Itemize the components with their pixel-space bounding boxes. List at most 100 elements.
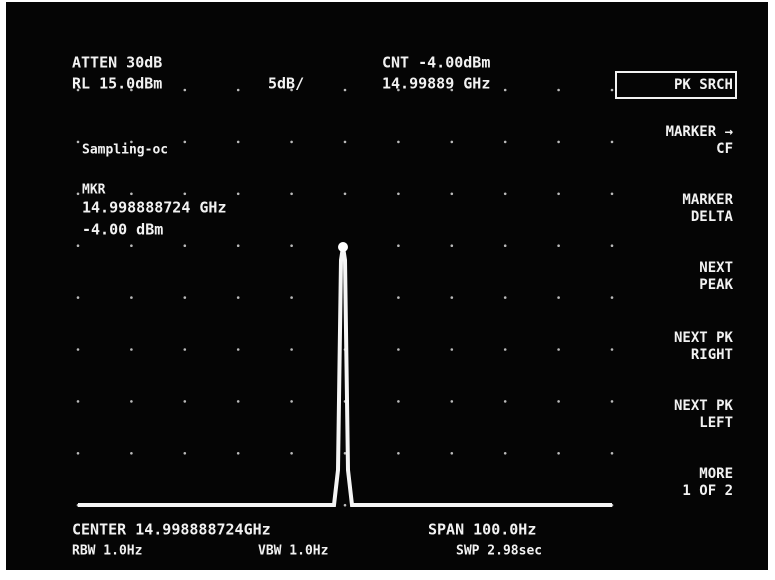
graticule-dot — [557, 140, 560, 144]
graticule-dot — [76, 244, 80, 247]
graticule-dot — [503, 244, 507, 247]
graticule-dot — [503, 400, 507, 403]
graticule-dot — [610, 192, 614, 196]
marker-label: MKR — [82, 183, 106, 198]
graticule-dot — [236, 88, 240, 92]
counter-freq: 14.99889 GHz — [382, 75, 490, 93]
graticule-dot — [503, 192, 507, 196]
softkey-label: MARKER — [682, 192, 733, 208]
graticule-dot — [76, 400, 80, 403]
graticule-dot — [557, 400, 560, 403]
graticule-dot — [290, 348, 293, 351]
vbw: VBW 1.0Hz — [258, 544, 328, 559]
graticule-dot — [450, 400, 454, 403]
graticule-dot — [450, 244, 454, 247]
graticule-dot — [343, 192, 347, 196]
graticule-dot — [290, 192, 293, 196]
graticule-dot — [557, 452, 560, 455]
graticule-dot — [397, 348, 400, 351]
graticule-dot — [397, 244, 400, 247]
graticule-dot — [76, 452, 80, 455]
graticule-dot — [290, 88, 293, 92]
graticule-dot — [183, 296, 187, 299]
graticule-dot — [450, 88, 454, 92]
graticule-dot — [610, 244, 614, 247]
graticule-dot — [450, 140, 454, 144]
graticule-dot — [236, 244, 240, 247]
softkey-label: CF — [716, 141, 733, 157]
graticule-dot — [503, 296, 507, 299]
softkey-highlight — [615, 71, 737, 99]
graticule-dot — [183, 400, 187, 403]
graticule-dot — [503, 88, 507, 92]
graticule-dot — [343, 88, 347, 92]
sweep: SWP 2.98sec — [456, 544, 542, 559]
softkey-label: MORE — [699, 466, 733, 482]
graticule-dot — [130, 88, 133, 92]
scale: 5dB/ — [268, 75, 304, 93]
graticule-dot — [397, 452, 400, 455]
center-freq: CENTER 14.998888724GHz — [72, 521, 271, 539]
softkey-label: NEXT PK — [674, 330, 734, 346]
softkey-label: PK SRCH — [674, 77, 733, 93]
screen-background — [6, 2, 768, 570]
graticule-dot — [557, 244, 560, 247]
graticule-dot — [183, 452, 187, 455]
softkey-label: NEXT PK — [674, 398, 734, 414]
graticule-dot — [76, 348, 80, 351]
graticule-dot — [236, 400, 240, 403]
graticule-dot — [557, 192, 560, 196]
marker-amplitude: -4.00 dBm — [82, 221, 163, 239]
graticule-dot — [130, 452, 133, 455]
ref-level: RL 15.0dBm — [72, 75, 162, 93]
softkey-label: RIGHT — [691, 347, 733, 363]
graticule-dot — [503, 140, 507, 144]
graticule-dot — [130, 244, 133, 247]
softkey-label: 1 OF 2 — [682, 483, 733, 499]
softkey-label: DELTA — [691, 209, 734, 225]
softkey-label: PEAK — [699, 277, 733, 293]
graticule-dot — [130, 296, 133, 299]
graticule-dot — [343, 452, 347, 455]
graticule-dot — [290, 452, 293, 455]
graticule-dot — [130, 348, 133, 351]
graticule-dot — [236, 140, 240, 144]
graticule-dot — [450, 348, 454, 351]
graticule-dot — [236, 348, 240, 351]
graticule-dot — [503, 452, 507, 455]
marker-frequency: 14.998888724 GHz — [82, 199, 227, 217]
graticule-dot — [183, 348, 187, 351]
graticule-dot — [503, 348, 507, 351]
atten: ATTEN 30dB — [72, 54, 162, 72]
counter: CNT -4.00dBm — [382, 54, 490, 72]
graticule-dot — [397, 140, 400, 144]
graticule-dot — [183, 244, 187, 247]
marker-dot — [338, 242, 348, 252]
graticule-dot — [130, 192, 133, 196]
graticule-dot — [183, 192, 187, 196]
annotation: Sampling-oc — [82, 143, 168, 158]
graticule-dot — [290, 244, 293, 247]
rbw: RBW 1.0Hz — [72, 544, 142, 559]
graticule-dot — [610, 400, 614, 403]
graticule-dot — [130, 400, 133, 403]
graticule-dot — [290, 296, 293, 299]
graticule-dot — [557, 296, 560, 299]
graticule-dot — [397, 296, 400, 299]
graticule-dot — [610, 88, 614, 92]
graticule-dot — [450, 296, 454, 299]
graticule-dot — [76, 296, 80, 299]
graticule-dot — [343, 140, 347, 144]
graticule-dot — [183, 140, 187, 144]
graticule-dot — [76, 88, 80, 92]
graticule-dot — [610, 140, 614, 144]
graticule-dot — [450, 452, 454, 455]
softkey-label: NEXT — [699, 260, 733, 276]
graticule-dot — [397, 88, 400, 92]
graticule-dot — [76, 140, 80, 144]
graticule-dot — [183, 88, 187, 92]
graticule-dot — [397, 192, 400, 196]
graticule-dot — [557, 348, 560, 351]
